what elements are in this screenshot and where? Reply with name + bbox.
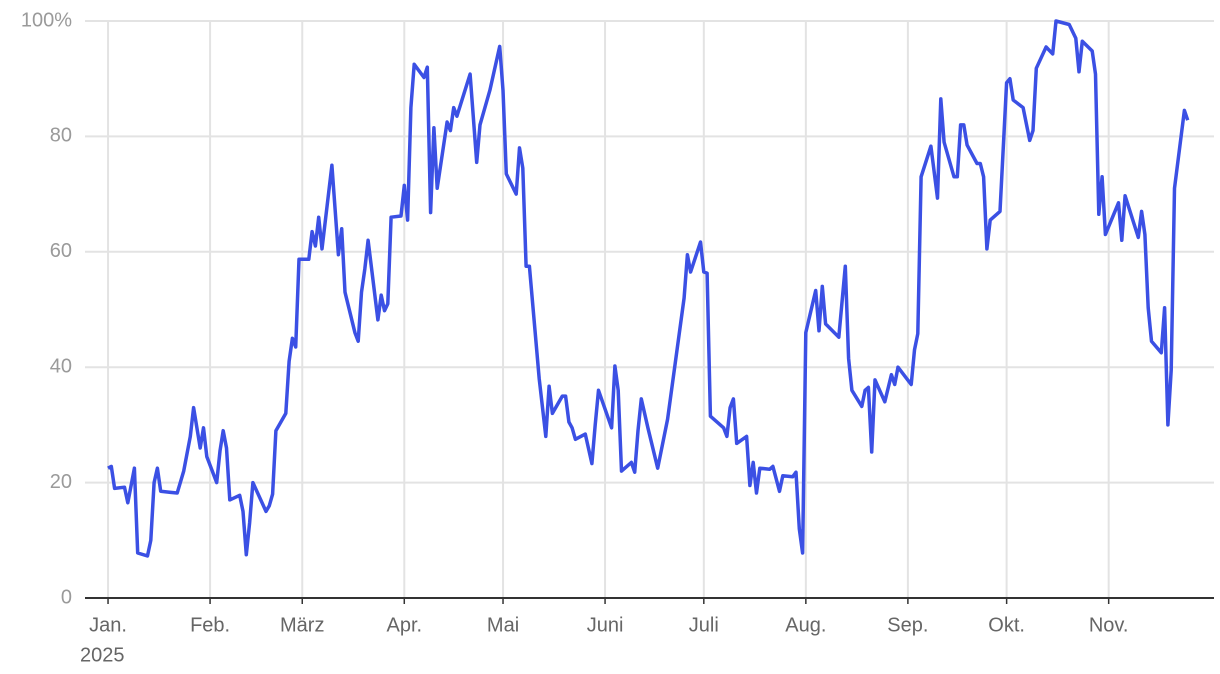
y-tick-label: 40	[50, 355, 72, 377]
y-tick-label: 20	[50, 471, 72, 493]
x-tick-label: Aug.	[785, 614, 826, 636]
year-label: 2025	[80, 644, 125, 666]
y-tick-label: 100%	[21, 9, 72, 31]
x-tick-label: Okt.	[988, 614, 1025, 636]
x-tick-label: März	[280, 614, 324, 636]
x-tick-label: Mai	[487, 614, 519, 636]
line	[107, 19, 1190, 558]
x-tick-label: Sep.	[887, 614, 928, 636]
y-tick-label: 0	[61, 586, 72, 608]
x-tick-label: Jan.	[89, 614, 127, 636]
x-tick-label: Apr.	[386, 614, 422, 636]
x-tick-label: Feb.	[190, 614, 230, 636]
x-tick-label: Nov.	[1089, 614, 1129, 636]
x-tick-label: Juli	[689, 614, 719, 636]
y-tick-label: 60	[50, 240, 72, 262]
x-tick-label: Juni	[587, 614, 624, 636]
y-tick-label: 80	[50, 125, 72, 147]
